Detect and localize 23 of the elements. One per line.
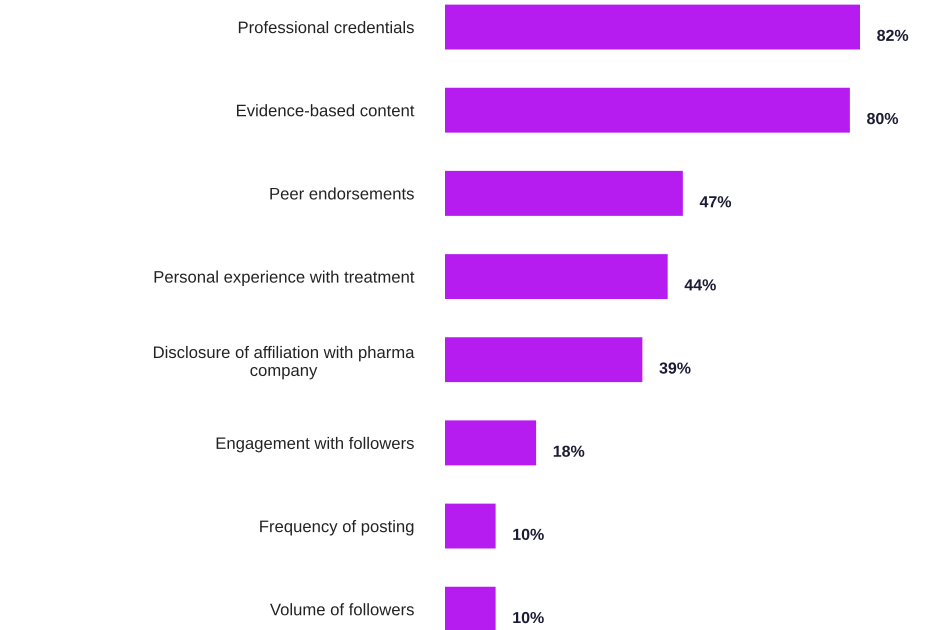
y-tick-label: Frequency of posting [260, 520, 414, 536]
data-label: 10% [513, 612, 544, 624]
y-tick-label: Personal experience with treatment [154, 270, 414, 286]
y-tick-label: Engagement with followers [216, 436, 414, 452]
data-label: 82% [877, 30, 908, 42]
bar [445, 254, 668, 299]
bar [445, 170, 683, 216]
y-tick-label: Professional credentials [238, 20, 414, 34]
data-label: 44% [684, 279, 716, 291]
y-tick-label: Peer endorsements [270, 187, 414, 200]
bar [445, 88, 850, 133]
y-tick-label: Evidence-based content [237, 104, 414, 116]
data-label: 39% [659, 362, 691, 374]
y-tick-label: Disclosure of affiliation with pharma company [154, 346, 414, 380]
bar [445, 4, 860, 50]
data-label: 80% [867, 112, 898, 124]
y-tick-label: Volume of followers [270, 603, 414, 616]
bar [445, 504, 496, 548]
data-label: 10% [513, 528, 544, 540]
bar [445, 420, 536, 466]
bar [445, 337, 642, 382]
data-label: 47% [700, 196, 732, 208]
data-label: 18% [554, 446, 584, 457]
